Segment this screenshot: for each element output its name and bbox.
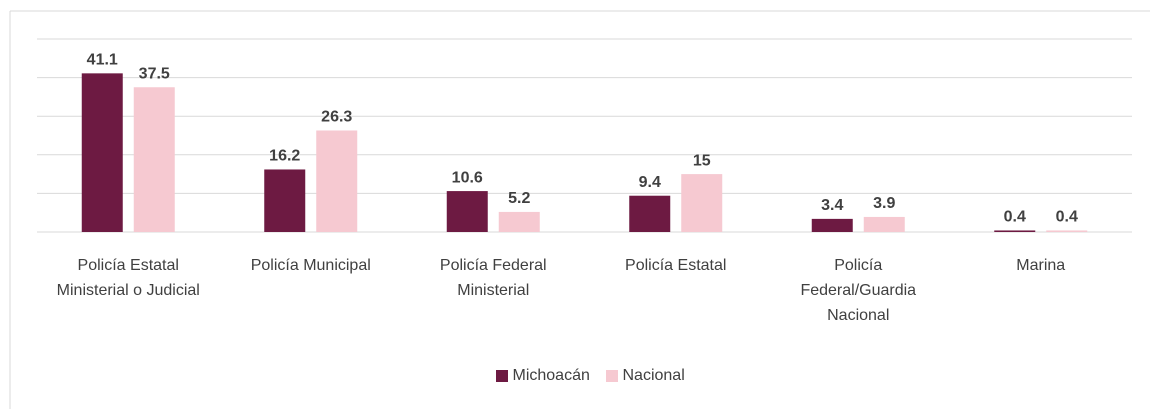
legend-swatch bbox=[605, 370, 618, 382]
data-label: 0.4 bbox=[1056, 209, 1078, 226]
data-label: 41.1 bbox=[87, 52, 118, 69]
legend-item: Michoacán bbox=[495, 367, 590, 385]
x-tick-label: Policía Municipal bbox=[250, 257, 371, 274]
bar bbox=[811, 218, 853, 232]
data-label: 9.4 bbox=[639, 174, 661, 191]
bar bbox=[1046, 230, 1088, 232]
data-label: 16.2 bbox=[269, 148, 300, 165]
x-tick-label: Policía Federal Ministerial bbox=[439, 257, 547, 299]
bar bbox=[498, 211, 540, 232]
bar bbox=[446, 191, 488, 232]
data-label: 26.3 bbox=[321, 109, 352, 126]
legend-item: Nacional bbox=[605, 367, 685, 385]
x-tick-label: Policía Federal/Guardia Nacional bbox=[800, 257, 917, 324]
bar bbox=[264, 169, 306, 232]
x-tick-label: Policía Estatal bbox=[625, 257, 727, 274]
data-label: 37.5 bbox=[139, 65, 170, 82]
x-tick-label: Marina bbox=[1016, 257, 1066, 274]
bar bbox=[994, 230, 1036, 232]
data-label: 3.9 bbox=[873, 195, 895, 212]
bar bbox=[81, 73, 123, 232]
data-label: 10.6 bbox=[452, 169, 483, 186]
bar bbox=[681, 174, 723, 232]
legend-label: Michoacán bbox=[512, 367, 590, 384]
bar bbox=[316, 130, 358, 232]
x-tick-label: Policía Estatal Ministerial o Judicial bbox=[56, 257, 200, 299]
data-label: 5.2 bbox=[508, 190, 530, 207]
data-label: 15 bbox=[693, 152, 711, 169]
legend-swatch bbox=[495, 370, 508, 382]
bar bbox=[629, 195, 671, 232]
data-label: 0.4 bbox=[1004, 209, 1026, 226]
bar bbox=[863, 216, 905, 232]
bar bbox=[133, 87, 175, 232]
data-label: 3.4 bbox=[821, 197, 843, 214]
legend-label: Nacional bbox=[622, 367, 685, 384]
